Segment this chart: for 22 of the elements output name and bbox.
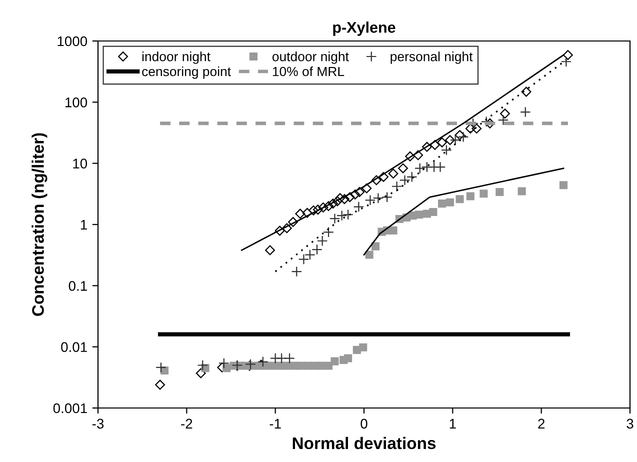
y-tick-label: 0.001 xyxy=(53,403,87,414)
y-tick-label: 100 xyxy=(65,98,88,108)
y-axis-title: Concentration (ng/liter) xyxy=(32,133,48,316)
x-tick-label: 2 xyxy=(538,418,544,428)
y-tick-label: 0.1 xyxy=(68,281,87,291)
x-tick-label: 0 xyxy=(360,418,368,429)
legend-label: censoring point xyxy=(142,66,231,79)
x-tick-label: 3 xyxy=(626,418,634,429)
legend-label: 10% of MRL xyxy=(272,66,344,76)
legend-label: indoor night xyxy=(142,52,210,64)
x-tick-label: -3 xyxy=(92,418,104,429)
y-tick-label: 0.01 xyxy=(61,342,87,352)
chart-title: p-Xylene xyxy=(333,22,396,36)
legend-label: outdoor night xyxy=(272,52,349,64)
x-tick-label: -2 xyxy=(181,418,192,428)
x-tick-label: 1 xyxy=(450,418,456,428)
y-tick-label: 1000 xyxy=(58,36,88,46)
y-tick-label: 10 xyxy=(73,158,88,169)
x-axis-title: Normal deviations xyxy=(292,436,436,450)
x-tick-label: -1 xyxy=(270,418,281,428)
legend-label: personal night xyxy=(390,52,473,64)
y-tick-label: 1 xyxy=(80,220,87,230)
